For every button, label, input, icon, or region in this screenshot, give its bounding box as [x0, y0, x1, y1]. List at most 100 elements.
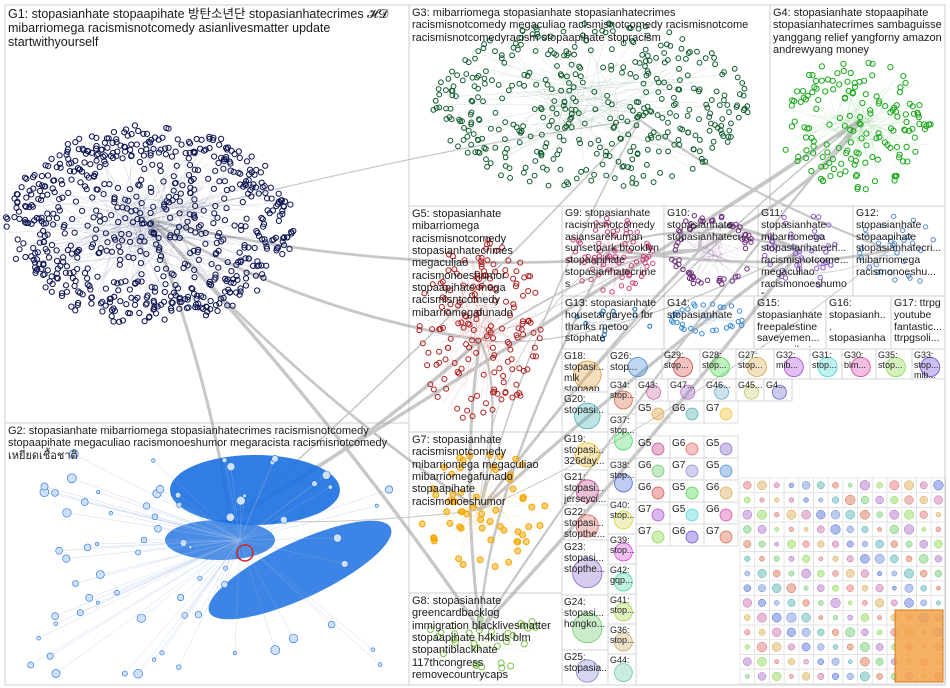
node — [876, 98, 883, 105]
node — [655, 79, 662, 86]
cluster-edge — [709, 228, 716, 243]
node — [443, 116, 450, 122]
micro-group-node — [904, 509, 914, 520]
node — [644, 52, 651, 59]
node — [818, 234, 825, 240]
cluster-edge — [485, 644, 517, 647]
g2-edge — [73, 453, 241, 541]
node — [30, 244, 37, 252]
micro-group-node — [832, 584, 839, 592]
micro-group-node — [801, 509, 811, 520]
node — [568, 61, 575, 68]
micro-group-node — [831, 657, 840, 666]
micro-group-node — [933, 495, 943, 505]
node — [115, 243, 122, 250]
cluster-edge — [130, 162, 211, 208]
node — [686, 106, 693, 113]
cluster-edge — [481, 644, 534, 653]
node — [841, 122, 849, 129]
cluster-edge — [617, 308, 628, 326]
node — [36, 239, 43, 246]
node — [507, 662, 515, 670]
node — [87, 286, 94, 293]
node — [634, 151, 641, 158]
tiny-group-node — [685, 464, 699, 478]
small-group-node — [575, 479, 599, 503]
node — [862, 91, 869, 98]
node — [458, 319, 465, 326]
cluster-edge — [699, 305, 704, 317]
node — [903, 118, 910, 126]
micro-group-node — [787, 598, 796, 607]
node — [510, 301, 517, 308]
cluster-edge — [486, 497, 494, 505]
node — [640, 112, 647, 119]
small-group-node — [920, 356, 941, 377]
cluster-edge — [26, 187, 171, 212]
node — [851, 79, 858, 87]
node — [556, 147, 563, 154]
node — [721, 97, 727, 104]
cluster-edge — [550, 79, 678, 108]
node — [483, 245, 490, 252]
cluster-edge — [897, 239, 900, 247]
cluster-edge — [178, 192, 213, 237]
node — [279, 515, 288, 524]
node — [570, 237, 576, 243]
node — [581, 259, 587, 265]
node — [767, 261, 773, 268]
node — [125, 231, 132, 238]
node — [56, 207, 63, 214]
cluster-edge — [437, 308, 471, 389]
cluster-edge — [143, 208, 194, 312]
micro-group-node — [859, 480, 871, 491]
node — [602, 152, 609, 159]
cluster-edge — [128, 150, 203, 250]
micro-group-node — [889, 509, 900, 520]
node — [442, 356, 449, 363]
node — [260, 274, 267, 281]
cluster-edge — [845, 111, 866, 134]
node — [113, 153, 120, 160]
cluster-edge — [62, 198, 152, 223]
node — [547, 47, 554, 54]
node — [504, 629, 512, 637]
node — [713, 88, 720, 95]
cluster-g5 — [416, 236, 544, 421]
node — [14, 236, 21, 243]
cluster-edge — [431, 310, 476, 328]
cluster-edge — [698, 254, 722, 258]
micro-group-node — [757, 612, 767, 623]
node — [92, 235, 99, 242]
node — [873, 135, 880, 142]
micro-group-node — [830, 524, 841, 535]
node — [188, 285, 195, 292]
cluster-edge — [705, 232, 711, 255]
node — [813, 265, 820, 272]
node — [49, 185, 56, 192]
cluster-edge — [469, 462, 494, 517]
cluster-edge — [674, 251, 710, 260]
node — [88, 300, 95, 307]
micro-group-node — [859, 642, 870, 652]
node — [464, 133, 471, 140]
node — [453, 93, 459, 100]
node — [822, 260, 829, 266]
node — [626, 271, 633, 278]
small-group-node — [574, 402, 601, 430]
cluster-edge — [870, 124, 877, 174]
node — [176, 223, 183, 230]
cluster-edge — [593, 64, 686, 93]
micro-group-node — [875, 643, 884, 651]
node — [810, 143, 817, 150]
node — [572, 249, 579, 255]
node — [218, 238, 225, 245]
node — [536, 335, 543, 342]
micro-group-node — [801, 672, 811, 681]
cluster-edge — [474, 498, 481, 528]
node — [418, 520, 426, 528]
node — [679, 307, 685, 313]
cluster-edge — [864, 244, 889, 247]
small-group-node — [743, 384, 759, 400]
node — [918, 247, 924, 254]
